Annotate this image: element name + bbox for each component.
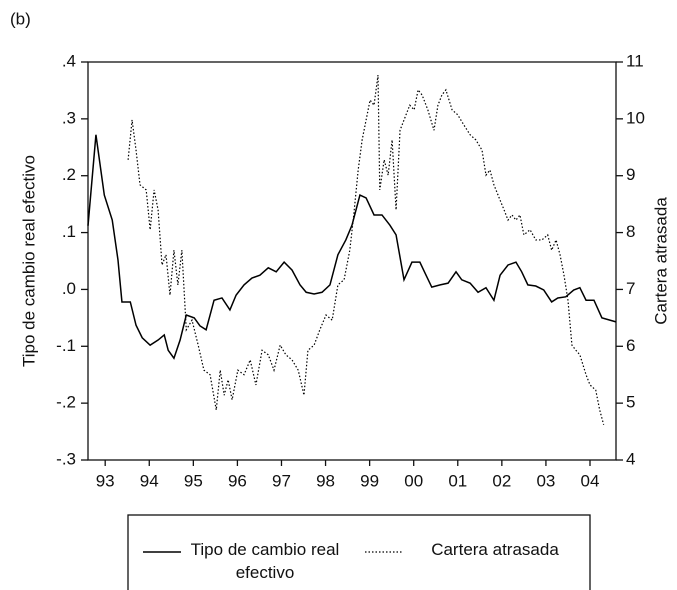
x-tick-label: 97 bbox=[272, 471, 291, 490]
panel-label: (b) bbox=[10, 9, 31, 28]
x-tick-label: 98 bbox=[316, 471, 335, 490]
y2-tick-label: 10 bbox=[626, 108, 645, 127]
x-tick-label: 04 bbox=[581, 471, 600, 490]
y-tick-label: -.1 bbox=[56, 336, 76, 355]
x-tick-label: 96 bbox=[228, 471, 247, 490]
plot-frame bbox=[87, 61, 617, 461]
y2-tick-label: 11 bbox=[626, 51, 644, 70]
legend-label: Tipo de cambio real efectivo bbox=[190, 540, 340, 582]
y-tick-label: .1 bbox=[62, 222, 76, 241]
x-tick-label: 93 bbox=[96, 471, 115, 490]
x-tick-label: 00 bbox=[404, 471, 423, 490]
y-tick-label: -.3 bbox=[56, 449, 76, 468]
x-tick-label: 01 bbox=[448, 471, 467, 490]
y2-tick-label: 9 bbox=[626, 165, 635, 184]
y-tick-label: .3 bbox=[62, 108, 76, 127]
y-tick-label: -.2 bbox=[56, 393, 76, 412]
y-axis-label: Tipo de cambio real efectivo bbox=[19, 155, 38, 367]
x-tick-label: 99 bbox=[360, 471, 379, 490]
x-tick-label: 02 bbox=[492, 471, 511, 490]
x-tick-label: 03 bbox=[536, 471, 555, 490]
y2-tick-label: 7 bbox=[626, 279, 635, 298]
y2-tick-label: 8 bbox=[626, 222, 635, 241]
y-tick-label: .4 bbox=[62, 51, 76, 70]
y2-tick-label: 5 bbox=[626, 393, 635, 412]
y-tick-label: .0 bbox=[62, 279, 76, 298]
y-tick-label: .2 bbox=[62, 165, 76, 184]
y2-tick-label: 4 bbox=[626, 449, 635, 468]
x-tick-label: 95 bbox=[184, 471, 203, 490]
x-tick-label: 94 bbox=[140, 471, 159, 490]
series-line bbox=[87, 134, 617, 360]
y2-tick-label: 6 bbox=[626, 336, 635, 355]
series-line bbox=[127, 75, 605, 425]
y2-axis-label: Cartera atrasada bbox=[651, 197, 670, 325]
legend-label: Cartera atrasada bbox=[431, 540, 559, 559]
legend-box bbox=[127, 514, 591, 590]
